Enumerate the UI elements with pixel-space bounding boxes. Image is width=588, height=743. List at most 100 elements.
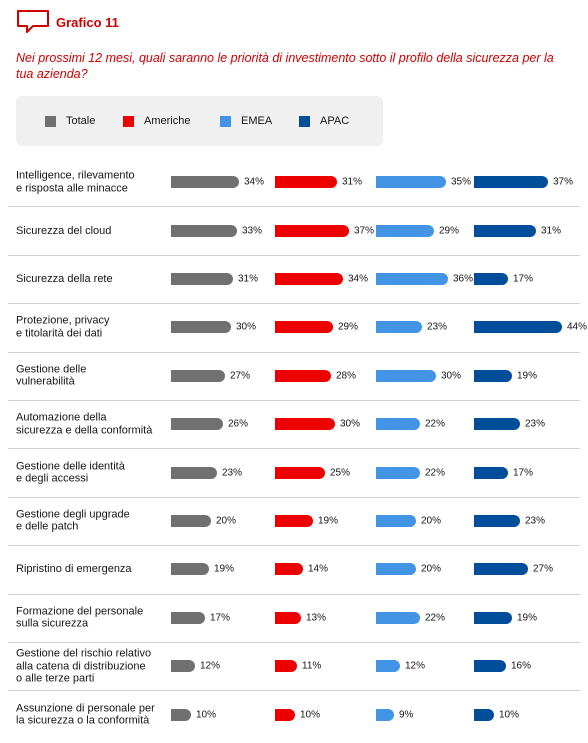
value-label-totale: 10% [196, 709, 217, 721]
bar-emea [376, 369, 436, 382]
value-label-totale: 34% [244, 176, 265, 188]
bar-emea [376, 466, 420, 479]
category-label: Automazione della sicurezza e della confo… [16, 411, 153, 437]
survey-question: Nei prossimi 12 mesi, quali saranno le p… [16, 51, 554, 81]
bar-americhe [275, 224, 349, 237]
bar-apac [474, 272, 508, 285]
value-label-apac: 16% [511, 660, 532, 672]
bar-emea [376, 611, 420, 624]
category-label: Sicurezza del cloud [16, 224, 112, 237]
category-label: Intelligence, rilevamento e risposta alle… [16, 169, 135, 195]
row-separator [8, 400, 580, 401]
category-label: Ripristino di emergenza [16, 563, 132, 576]
chart-row: Intelligence, rilevamento e risposta alle… [0, 158, 588, 206]
bar-emea [376, 272, 448, 285]
legend-label-emea: EMEA [241, 115, 273, 127]
category-label: Assunzione di personale per la sicurezza … [16, 702, 155, 727]
bar-apac [474, 321, 562, 334]
value-label-totale: 23% [222, 467, 243, 479]
value-label-americhe: 30% [340, 418, 361, 430]
legend-item-apac: APAC [299, 115, 349, 127]
row-separator [8, 496, 580, 498]
figure-label: Grafico 11 [56, 14, 119, 30]
category-label: Gestione delle vulnerabilità [16, 363, 87, 388]
value-label-totale: 31% [238, 273, 259, 285]
bar-emea [376, 224, 434, 237]
row-separator [8, 254, 580, 256]
bar-americhe [275, 660, 297, 673]
bar-apac [474, 369, 512, 382]
row-separator [8, 448, 580, 450]
value-label-apac: 17% [513, 467, 534, 479]
category-label: Formazione del personale sulla sicurezza [16, 605, 144, 630]
bar-apac [474, 514, 520, 527]
bar-totale [171, 272, 233, 285]
chart-row: Gestione delle vulnerabilità 27% 28% 30% 19% [0, 351, 588, 400]
value-label-apac: 23% [525, 418, 546, 430]
value-label-americhe: 14% [308, 563, 329, 575]
value-label-apac: 19% [517, 370, 538, 382]
value-label-americhe: 11% [302, 660, 322, 672]
bar-totale [171, 514, 211, 527]
legend-item-americhe: Americhe [123, 115, 190, 127]
row-separator [8, 593, 580, 595]
value-label-apac: 44% [567, 321, 588, 333]
row-separator [8, 690, 580, 692]
row-separator [8, 351, 580, 353]
value-label-totale: 27% [230, 370, 251, 382]
bar-totale [171, 660, 195, 673]
bar-chart: Intelligence, rilevamento e risposta alle… [0, 158, 588, 743]
value-label-apac: 10% [499, 709, 520, 721]
bar-apac [474, 224, 536, 237]
bar-apac [474, 418, 520, 431]
legend-item-emea: EMEA [220, 115, 272, 127]
value-label-americhe: 25% [330, 467, 351, 479]
bar-totale [171, 563, 209, 576]
value-label-emea: 9% [399, 709, 414, 721]
bar-apac [474, 611, 512, 624]
value-label-apac: 17% [513, 273, 534, 285]
bar-americhe [275, 611, 301, 624]
value-label-apac: 27% [533, 563, 554, 575]
value-label-totale: 30% [236, 321, 257, 333]
bar-totale [171, 321, 231, 334]
category-label: Sicurezza della rete [16, 272, 113, 285]
row-separator [8, 206, 580, 208]
bar-apac [474, 563, 528, 576]
bar-emea [376, 708, 394, 721]
value-label-americhe: 29% [338, 321, 359, 333]
value-label-totale: 19% [214, 563, 235, 575]
bar-totale [171, 176, 239, 189]
legend-swatch-americhe [123, 115, 134, 127]
legend-label-americhe: Americhe [144, 115, 191, 127]
value-label-americhe: 13% [306, 612, 327, 624]
value-label-americhe: 37% [354, 225, 375, 237]
bar-emea [376, 418, 420, 431]
bar-apac [474, 466, 508, 479]
value-label-totale: 20% [216, 515, 237, 527]
bar-americhe [275, 176, 337, 189]
legend-item-totale: Totale [45, 115, 95, 127]
chart-row: Ripristino di emergenza 19% 14% 20% 27% [0, 545, 588, 593]
value-label-americhe: 34% [348, 273, 369, 285]
value-label-emea: 22% [425, 612, 446, 624]
category-label: Protezione, privacy e titolarità dei dati [16, 314, 110, 340]
row-separator [8, 303, 580, 305]
bar-emea [376, 660, 400, 673]
bar-totale [171, 224, 237, 237]
chart-header: Grafico 11 [16, 9, 119, 35]
bar-americhe [275, 466, 325, 479]
category-label: Gestione delle identità e degli accessi [16, 460, 125, 485]
value-label-emea: 30% [441, 370, 462, 382]
value-label-emea: 20% [421, 515, 442, 527]
value-label-totale: 33% [242, 225, 263, 237]
legend-swatch-totale [45, 115, 56, 127]
chart-row: Gestione delle identità e degli accessi 23… [0, 448, 588, 496]
value-label-americhe: 28% [336, 370, 357, 382]
legend-swatch-apac [299, 115, 310, 127]
chat-bubble-icon [17, 10, 49, 33]
value-label-emea: 22% [425, 418, 446, 430]
legend-swatch-emea [220, 115, 231, 127]
chart-row: Sicurezza del cloud 33% 37% 29% 31% [0, 206, 588, 254]
chart-row: Assunzione di personale per la sicurezza … [0, 690, 588, 738]
